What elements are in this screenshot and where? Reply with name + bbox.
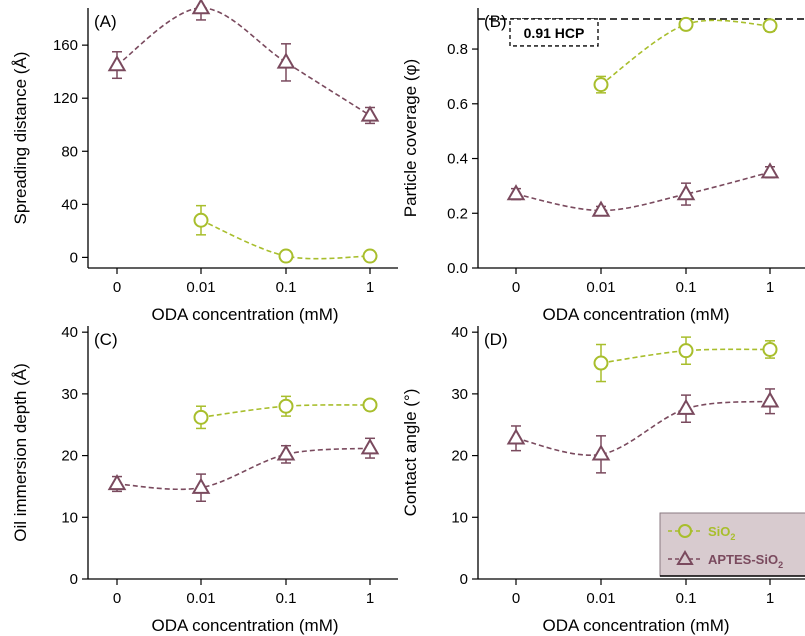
y-tick-label: 160 xyxy=(53,37,78,54)
x-axis-label: ODA concentration (mM) xyxy=(542,616,729,635)
x-axis-label: ODA concentration (mM) xyxy=(151,305,338,324)
y-tick-label: 0.6 xyxy=(447,96,468,113)
sio2-point xyxy=(193,409,209,425)
x-tick-label: 1 xyxy=(766,279,774,296)
y-tick-label: 30 xyxy=(61,386,78,403)
x-axis-label: ODA concentration (mM) xyxy=(151,616,338,635)
panel-d: 0 10 20 30 40 0 0.01 0.1 1 ODA concentration (mM)… xyxy=(401,324,805,635)
y-tick-label: 0 xyxy=(70,571,78,588)
y-axis-label: Oil immersion depth (Å) xyxy=(11,363,30,542)
aptes-point xyxy=(191,477,211,494)
aptes-point xyxy=(107,55,127,72)
hcp-label-box xyxy=(509,18,599,47)
legend-label-text: APTES-SiO xyxy=(708,552,778,567)
x-tick-label: 0.01 xyxy=(186,590,215,607)
x-tick-label: 0.01 xyxy=(586,279,615,296)
hcp-label: 0.91 HCP xyxy=(524,25,585,41)
y-tick-label: 0 xyxy=(460,571,468,588)
panel-c: 0 10 20 30 40 0 0.01 0.1 1 ODA concentration (mM)… xyxy=(11,324,398,635)
aptes-point xyxy=(276,444,296,461)
y-tick-label: 20 xyxy=(451,448,468,465)
sio2-point xyxy=(193,212,209,228)
aptes-point xyxy=(591,444,611,461)
legend-label-subscript: 2 xyxy=(730,532,735,542)
sio2-point xyxy=(762,18,778,34)
sio2-point xyxy=(593,355,609,371)
y-tick-label: 30 xyxy=(451,386,468,403)
x-tick-label: 1 xyxy=(366,279,374,296)
x-tick-label: 0 xyxy=(113,279,121,296)
x-tick-label: 0 xyxy=(512,279,520,296)
aptes-fit-line xyxy=(515,171,771,212)
legend-label-subscript: 2 xyxy=(778,560,783,570)
panel-label: (D) xyxy=(484,330,508,349)
x-tick-label: 0.1 xyxy=(676,590,697,607)
legend-label: SiO2 xyxy=(708,524,735,542)
sio2-point xyxy=(678,343,694,359)
y-tick-label: 0.0 xyxy=(447,260,468,277)
panel-label: (C) xyxy=(94,330,118,349)
x-tick-label: 0.01 xyxy=(586,590,615,607)
panel-a: 0 40 80 120 160 0 0.01 0.1 1 ODA concentration (m… xyxy=(11,0,398,324)
sio2-fit-line xyxy=(200,404,371,419)
aptes-point xyxy=(676,184,696,201)
sio2-point xyxy=(678,16,694,32)
aptes-point xyxy=(276,52,296,69)
y-tick-label: 0.2 xyxy=(447,205,468,222)
panel-label: (B) xyxy=(484,12,507,31)
y-axis-label: Particle coverage (φ) xyxy=(401,59,420,217)
aptes-fit-line xyxy=(116,447,371,491)
x-tick-label: 0.1 xyxy=(676,279,697,296)
aptes-fit-line xyxy=(515,400,771,456)
x-axis-label: ODA concentration (mM) xyxy=(542,305,729,324)
x-tick-label: 0.01 xyxy=(186,279,215,296)
aptes-point xyxy=(760,162,780,179)
y-tick-label: 120 xyxy=(53,90,78,107)
aptes-point xyxy=(360,438,380,455)
y-tick-label: 0 xyxy=(70,249,78,266)
aptes-point xyxy=(191,0,211,15)
sio2-point xyxy=(762,341,778,357)
panel-b: 0.0 0.2 0.4 0.6 0.8 0 0.01 0.1 1 ODA concentratio… xyxy=(401,8,805,324)
aptes-fit-line xyxy=(116,7,371,117)
x-tick-label: 0.1 xyxy=(276,279,297,296)
y-axis-label: Spreading distance (Å) xyxy=(11,52,30,225)
sio2-point xyxy=(593,77,609,93)
y-tick-label: 10 xyxy=(61,509,78,526)
sio2-point xyxy=(362,397,378,413)
legend-label-text: SiO xyxy=(708,524,730,539)
y-tick-label: 40 xyxy=(61,196,78,213)
legend-circle-marker xyxy=(678,524,692,538)
sio2-fit-line xyxy=(600,348,771,364)
aptes-point xyxy=(676,398,696,415)
legend-triangle-marker xyxy=(676,550,694,565)
x-tick-label: 0 xyxy=(113,590,121,607)
y-tick-label: 40 xyxy=(451,324,468,341)
x-tick-label: 1 xyxy=(766,590,774,607)
y-tick-label: 0.4 xyxy=(447,151,468,168)
legend-label: APTES-SiO2 xyxy=(708,552,783,570)
x-tick-label: 0 xyxy=(512,590,520,607)
aptes-point xyxy=(506,428,526,445)
panel-label: (A) xyxy=(94,12,117,31)
y-axis-label: Contact angle (°) xyxy=(401,389,420,517)
aptes-point xyxy=(107,473,127,491)
sio2-point xyxy=(278,398,294,414)
y-tick-label: 40 xyxy=(61,324,78,341)
y-tick-label: 10 xyxy=(451,509,468,526)
aptes-point xyxy=(760,391,780,408)
x-tick-label: 1 xyxy=(366,590,374,607)
y-tick-label: 0.8 xyxy=(447,41,468,58)
x-tick-label: 0.1 xyxy=(276,590,297,607)
y-tick-label: 20 xyxy=(61,448,78,465)
aptes-point xyxy=(360,105,380,122)
aptes-point xyxy=(591,200,611,217)
sio2-point xyxy=(362,248,378,264)
sio2-point xyxy=(278,248,294,264)
y-tick-label: 80 xyxy=(61,143,78,160)
aptes-point xyxy=(506,184,526,201)
